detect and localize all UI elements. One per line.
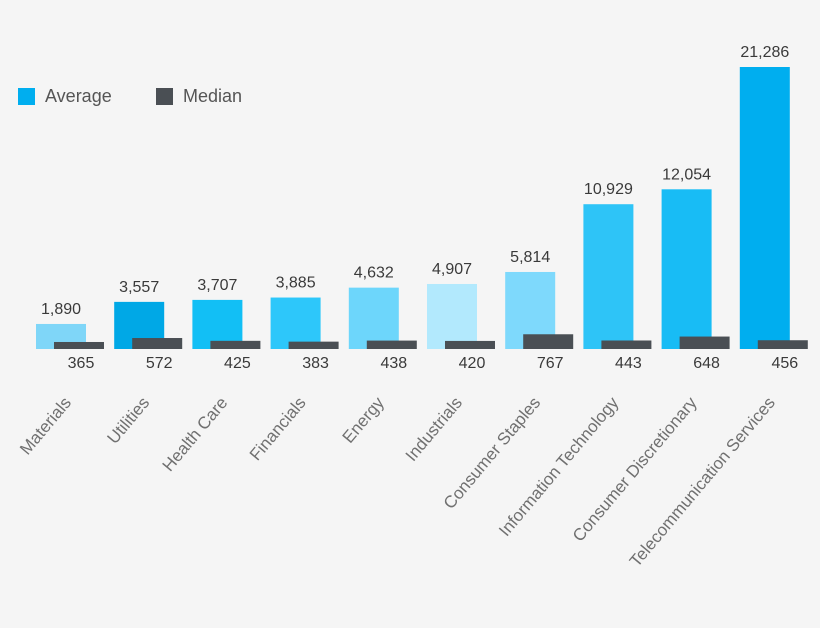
bar-median-health-care: [210, 340, 261, 349]
bar-median-materials: [54, 341, 104, 349]
x-tick-label-industrials: Industrials: [402, 393, 466, 465]
data-label-median-financials: 383: [302, 355, 329, 372]
bar-average-energy: [348, 287, 399, 349]
data-label-average-industrials: 4,907: [432, 261, 472, 278]
data-label-median-materials: 365: [68, 355, 95, 372]
data-label-average-health-care: 3,707: [197, 277, 237, 294]
data-label-median-consumer-discretionary: 648: [693, 355, 720, 372]
data-label-median-utilities: 572: [146, 355, 173, 372]
data-label-median-information-technology: 443: [615, 355, 642, 372]
data-label-median-industrials: 420: [459, 355, 486, 372]
bar-median-information-technology: [601, 340, 652, 349]
bar-average-telecommunication-services: [739, 67, 790, 349]
data-label-average-consumer-staples: 5,814: [510, 249, 550, 266]
bar-median-telecommunication-services: [757, 340, 808, 349]
bar-median-industrials: [445, 340, 495, 349]
bar-median-consumer-staples: [523, 334, 574, 349]
bar-median-energy: [366, 340, 417, 349]
legend-label-median: Median: [183, 86, 243, 106]
x-tick-label-health-care: Health Care: [159, 393, 232, 475]
data-label-average-telecommunication-services: 21,286: [740, 44, 789, 61]
bar-average-information-technology: [583, 204, 634, 349]
data-label-average-information-technology: 10,929: [584, 181, 633, 198]
bar-average-consumer-discretionary: [661, 189, 712, 349]
x-tick-label-energy: Energy: [339, 393, 388, 447]
data-label-average-energy: 4,632: [354, 265, 394, 282]
legend-swatch-average: [18, 88, 35, 105]
x-tick-label-utilities: Utilities: [103, 393, 153, 447]
legend-swatch-median: [156, 88, 173, 105]
data-label-median-energy: 438: [380, 355, 407, 372]
legend-item-average: Average: [18, 86, 112, 107]
x-tick-label-materials: Materials: [16, 393, 75, 458]
data-label-average-financials: 3,885: [276, 275, 316, 292]
bar-median-utilities: [132, 338, 183, 349]
data-label-median-health-care: 425: [224, 355, 251, 372]
data-label-median-telecommunication-services: 456: [771, 355, 798, 372]
bar-average-industrials: [427, 283, 477, 349]
bar-median-consumer-discretionary: [679, 336, 730, 349]
legend-item-median: Median: [156, 86, 242, 107]
data-label-average-consumer-discretionary: 12,054: [662, 166, 711, 183]
data-label-average-materials: 1,890: [41, 301, 81, 318]
legend-label-average: Average: [45, 86, 112, 106]
bar-average-financials: [270, 297, 321, 349]
x-tick-label-financials: Financials: [246, 393, 310, 464]
bar-average-health-care: [192, 299, 243, 349]
data-label-average-utilities: 3,557: [119, 279, 159, 296]
data-label-median-consumer-staples: 767: [537, 355, 564, 372]
bar-median-financials: [288, 341, 339, 349]
x-tick-label-telecommunication-services: Telecommunication Services: [626, 393, 779, 570]
